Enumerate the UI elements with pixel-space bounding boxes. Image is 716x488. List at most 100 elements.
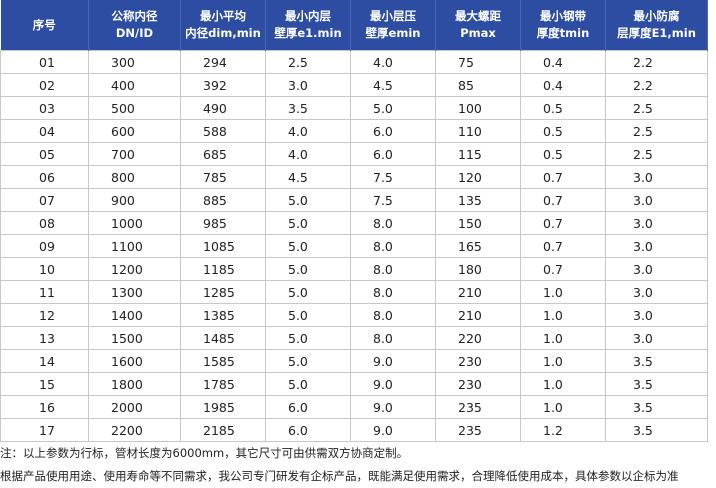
table-cell: 5.0 — [265, 188, 351, 212]
table-row: 12 1400 1385 5.0 8.0 210 1.0 3.0 — [0, 303, 708, 327]
table-cell: 1185 — [180, 257, 266, 281]
header-text: 公称内径 — [111, 9, 158, 23]
table-cell: 1000 — [88, 211, 181, 235]
table-cell: 685 — [180, 142, 266, 166]
table-cell: 900 — [88, 188, 181, 212]
table-cell: 10 — [0, 257, 89, 281]
table-row: 01 300 294 2.5 4.0 75 0.4 2.2 — [0, 50, 708, 74]
table-cell: 150 — [435, 211, 521, 235]
header-text: 序号 — [32, 17, 56, 32]
table-cell: 230 — [435, 372, 521, 396]
table-cell: 5.0 — [265, 303, 351, 327]
table-cell: 110 — [435, 119, 521, 143]
table-cell: 7.5 — [350, 165, 436, 189]
table-cell: 3.0 — [605, 211, 708, 235]
table-row: 13 1500 1485 5.0 8.0 220 1.0 3.0 — [0, 326, 708, 350]
table-cell: 2.2 — [605, 50, 708, 74]
table-cell: 13 — [0, 326, 89, 350]
table-row: 06 800 785 4.5 7.5 120 0.7 3.0 — [0, 165, 708, 189]
table-cell: 220 — [435, 326, 521, 350]
table-cell: 0.7 — [520, 234, 606, 258]
table-cell: 9.0 — [350, 395, 436, 419]
table-cell: 3.5 — [605, 395, 708, 419]
table-row: 08 1000 985 5.0 8.0 150 0.7 3.0 — [0, 211, 708, 235]
table-cell: 14 — [0, 349, 89, 373]
table-row: 05 700 685 4.0 6.0 115 0.5 2.5 — [0, 142, 708, 166]
table-cell: 210 — [435, 303, 521, 327]
table-cell: 1.0 — [520, 395, 606, 419]
table-cell: 235 — [435, 418, 521, 442]
table-cell: 07 — [0, 188, 89, 212]
table-row: 07 900 885 5.0 7.5 135 0.7 3.0 — [0, 188, 708, 212]
table-cell: 1.0 — [520, 349, 606, 373]
header-text: 层厚度E1,min — [617, 26, 696, 40]
table-cell: 5.0 — [265, 234, 351, 258]
table-cell: 2.2 — [605, 73, 708, 97]
table-cell: 06 — [0, 165, 89, 189]
header-cell: 最小层压 壁厚emin — [350, 0, 436, 51]
table-cell: 985 — [180, 211, 266, 235]
table-cell: 0.7 — [520, 165, 606, 189]
table-cell: 2185 — [180, 418, 266, 442]
table-cell: 230 — [435, 349, 521, 373]
notes: 注：以上参数为行标，管材长度为6000mm，其它尺寸可由供需双方协商定制。 根据产… — [0, 442, 716, 488]
header-row: 序号 公称内径 DN/ID 最小平均 内径dim,min 最小内层 壁厚e1.min 最小层压… — [0, 0, 708, 51]
table-cell: 2.5 — [605, 142, 708, 166]
header-cell: 最小内层 壁厚e1.min — [265, 0, 351, 51]
table-cell: 3.0 — [605, 188, 708, 212]
table-cell: 4.5 — [265, 165, 351, 189]
table-cell: 3.0 — [605, 165, 708, 189]
header-text: 最大螺距 — [455, 9, 501, 23]
table-cell: 4.0 — [265, 119, 351, 143]
table-cell: 1400 — [88, 303, 181, 327]
header-cell: 最小防腐层厚度E1,min — [605, 0, 708, 51]
header-cell: 公称内径 DN/ID — [88, 0, 181, 51]
table-cell: 3.5 — [605, 372, 708, 396]
header-text: 最小内层 — [285, 9, 331, 23]
table-cell: 1485 — [180, 326, 266, 350]
table-cell: 0.5 — [520, 142, 606, 166]
table-body: 01 300 294 2.5 4.0 75 0.4 2.2 02 400 392 3.0 4.5 85 0.… — [0, 50, 708, 442]
table-cell: 8.0 — [350, 234, 436, 258]
table-cell: 1785 — [180, 372, 266, 396]
table-cell: 588 — [180, 119, 266, 143]
header-text: 最小防腐 — [633, 9, 680, 23]
table-cell: 1200 — [88, 257, 181, 281]
table-cell: 5.0 — [265, 257, 351, 281]
table-cell: 3.5 — [605, 349, 708, 373]
table-cell: 2.5 — [605, 96, 708, 120]
table-cell: 500 — [88, 96, 181, 120]
table-row: 02 400 392 3.0 4.5 85 0.4 2.2 — [0, 73, 708, 97]
header-text: 最小层压 — [370, 9, 416, 23]
header-text: DN/ID — [115, 26, 154, 40]
table-cell: 08 — [0, 211, 89, 235]
table-cell: 5.0 — [265, 280, 351, 304]
table-cell: 0.7 — [520, 188, 606, 212]
table-cell: 8.0 — [350, 303, 436, 327]
table-cell: 5.0 — [265, 349, 351, 373]
table-row: 03 500 490 3.5 5.0 100 0.5 2.5 — [0, 96, 708, 120]
table-cell: 0.4 — [520, 50, 606, 74]
table-cell: 3.0 — [605, 280, 708, 304]
table-cell: 16 — [0, 395, 89, 419]
table-row: 15 1800 1785 5.0 9.0 230 1.0 3.5 — [0, 372, 708, 396]
table-cell: 6.0 — [265, 418, 351, 442]
table-cell: 165 — [435, 234, 521, 258]
table-cell: 235 — [435, 395, 521, 419]
table-cell: 8.0 — [350, 326, 436, 350]
table-row: 10 1200 1185 5.0 8.0 180 0.7 3.0 — [0, 257, 708, 281]
table-cell: 294 — [180, 50, 266, 74]
table-cell: 2000 — [88, 395, 181, 419]
header-text: Pmax — [460, 26, 496, 40]
table-cell: 4.5 — [350, 73, 436, 97]
table-cell: 700 — [88, 142, 181, 166]
table-cell: 3.0 — [265, 73, 351, 97]
table-cell: 135 — [435, 188, 521, 212]
table-cell: 01 — [0, 50, 89, 74]
table-cell: 1385 — [180, 303, 266, 327]
table-cell: 12 — [0, 303, 89, 327]
table-cell: 02 — [0, 73, 89, 97]
table-cell: 115 — [435, 142, 521, 166]
table-cell: 1.2 — [520, 418, 606, 442]
